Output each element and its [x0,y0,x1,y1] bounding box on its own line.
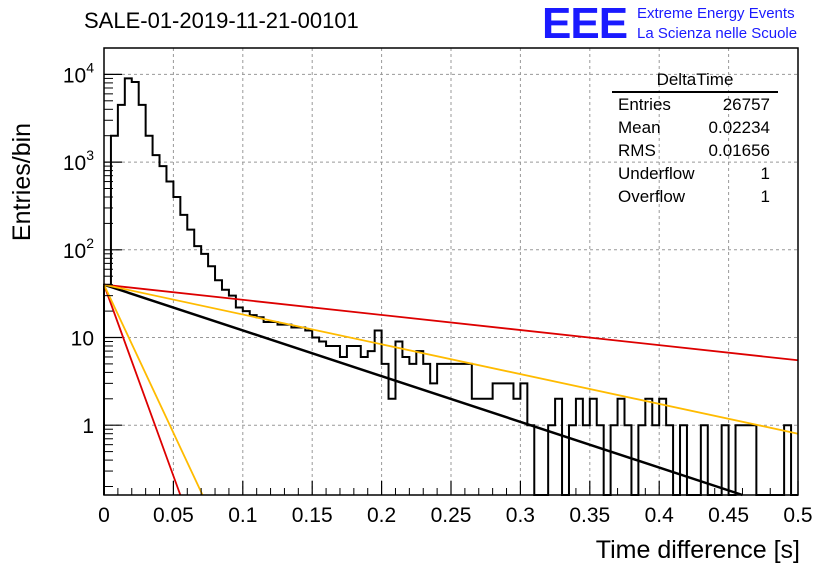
stats-title: DeltaTime [612,70,778,93]
stats-box: DeltaTime Entries 26757 Mean 0.02234 RMS… [612,70,778,208]
histogram [103,77,798,496]
fit-line [103,284,204,496]
y-tick-label: 102 [63,235,94,263]
y-tick-exponent: 2 [86,235,94,251]
x-tick-label: 0.1 [228,504,257,527]
stats-value: 1 [760,164,770,183]
x-tick-label: 0.2 [367,504,396,527]
stats-row-entries: Entries 26757 [612,93,778,116]
x-tick-label: 0.4 [645,504,675,527]
stats-row-underflow: Underflow 1 [612,162,778,185]
fit-line [103,283,799,362]
y-tick-exponent: 4 [86,59,94,75]
x-tick-label: 0.05 [153,504,194,527]
x-tick-label: 0.45 [708,504,749,527]
y-tick-label: 104 [63,59,94,87]
x-tick-label: 0.15 [292,504,333,527]
stats-label: Overflow [618,187,686,206]
y-tick-label: 103 [63,147,94,175]
x-axis-ticks: 0 0.05 0.1 0.15 0.2 0.25 0.3 0.35 0.4 0.45 0.5 [98,481,813,527]
y-tick-label: 10 [71,328,94,351]
x-tick-label: 0.35 [569,504,610,527]
y-axis-label: Entries/bin [8,123,36,241]
stats-value: 0.01656 [708,141,770,160]
fit-line [103,283,799,435]
x-tick-label: 0 [98,504,110,527]
x-tick-label: 0.25 [431,504,472,527]
y-axis-ticks: 1 10 102 103 104 [63,47,122,488]
logo-caption-line2: La Scienza nelle Scuole [637,25,798,42]
x-tick-label: 0.3 [506,504,535,527]
stats-row-mean: Mean 0.02234 [612,116,778,139]
y-tick-label: 1 [82,415,94,438]
stats-label: Entries [618,95,671,114]
logo-caption-line1: Extreme Energy Events [637,5,795,22]
chart-title: SALE-01-2019-11-21-00101 [84,8,359,33]
stats-row-rms: RMS 0.01656 [612,139,778,162]
stats-row-overflow: Overflow 1 [612,185,778,208]
logo-caption: Extreme Energy Events La Scienza nelle S… [637,4,797,44]
stats-value: 0.02234 [708,118,770,137]
histogram-series [103,77,798,496]
stats-label: Underflow [618,164,695,183]
grid-lines [104,48,798,495]
stats-value: 26757 [722,95,770,114]
x-tick-label: 0.5 [783,504,812,527]
stats-value: 1 [760,187,770,206]
fit-line [103,283,743,497]
fit-lines [103,283,799,497]
y-tick-exponent: 3 [86,147,94,163]
stats-label: RMS [618,141,656,160]
x-axis-label: Time difference [s] [596,536,800,564]
fit-line [103,284,182,496]
stats-label: Mean [618,118,661,137]
eee-logo: EEE [542,0,628,48]
